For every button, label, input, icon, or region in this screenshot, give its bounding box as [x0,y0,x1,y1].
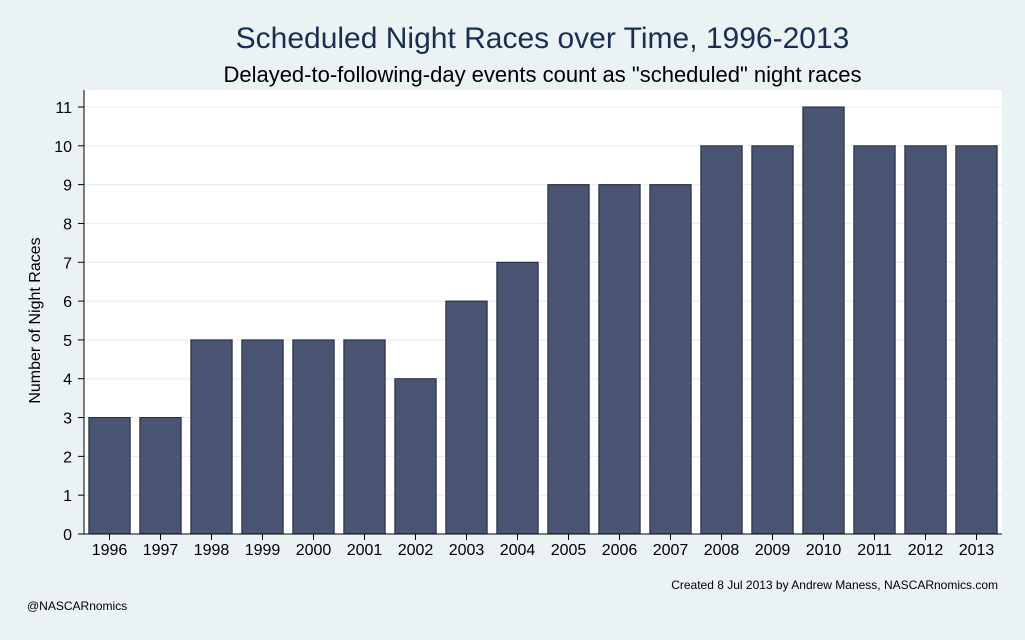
bar-2013 [955,145,998,535]
x-tick-label: 1999 [245,542,281,559]
x-tick-label: 2013 [959,542,995,559]
bar-2008 [700,145,743,535]
bar-2001 [343,339,386,535]
bar-2007 [649,184,692,535]
x-tick-label: 1996 [92,542,128,559]
twitter-handle-note: @NASCARnomics [27,599,128,613]
y-tick-label: 0 [63,527,72,544]
bar-2004 [496,261,539,535]
bar-2010 [802,106,845,535]
x-tick-label: 2003 [449,542,485,559]
bar-2012 [904,145,947,535]
x-tick-label: 2008 [704,542,740,559]
x-tick-label: 2010 [806,542,842,559]
y-tick-label: 10 [54,139,72,156]
y-tick-label: 11 [55,100,72,117]
bar-2005 [547,184,590,535]
x-tick-label: 2000 [296,542,332,559]
bar-2009 [751,145,794,535]
bar-2000 [292,339,335,535]
x-tick-label: 2005 [551,542,587,559]
y-tick-label: 9 [63,178,72,195]
y-tick-label: 7 [63,255,72,272]
x-tick-label: 2001 [347,542,383,559]
bar-2006 [598,184,641,535]
x-tick-label: 2012 [908,542,944,559]
y-tick-label: 3 [63,411,72,428]
x-tick-label: 1997 [143,542,179,559]
x-tick-label: 2004 [500,542,536,559]
plot-area [84,90,1002,534]
x-tick-label: 2006 [602,542,638,559]
y-tick-label: 2 [63,449,72,466]
x-tick-label: 1998 [194,542,230,559]
bar-2002 [394,378,437,535]
y-axis-label: Number of Night Races [27,237,44,403]
x-tick-label: 2011 [857,542,892,559]
chart-subtitle: Delayed-to-following-day events count as… [223,62,862,87]
bar-1996 [88,417,131,535]
bar-1999 [241,339,284,535]
bar-1997 [139,417,182,535]
bar-2011 [853,145,896,535]
bar-2003 [445,300,488,535]
y-tick-label: 6 [63,294,72,311]
x-tick-label: 2009 [755,542,791,559]
y-tick-label: 8 [63,216,72,233]
y-tick-label: 5 [63,333,72,350]
y-tick-label: 1 [63,488,72,505]
y-tick-label: 4 [63,372,72,389]
x-tick-label: 2007 [653,542,689,559]
created-credit-note: Created 8 Jul 2013 by Andrew Maness, NAS… [671,578,998,592]
bar-1998 [190,339,233,535]
x-tick-label: 2002 [398,542,434,559]
chart-title: Scheduled Night Races over Time, 1996-20… [235,22,850,55]
